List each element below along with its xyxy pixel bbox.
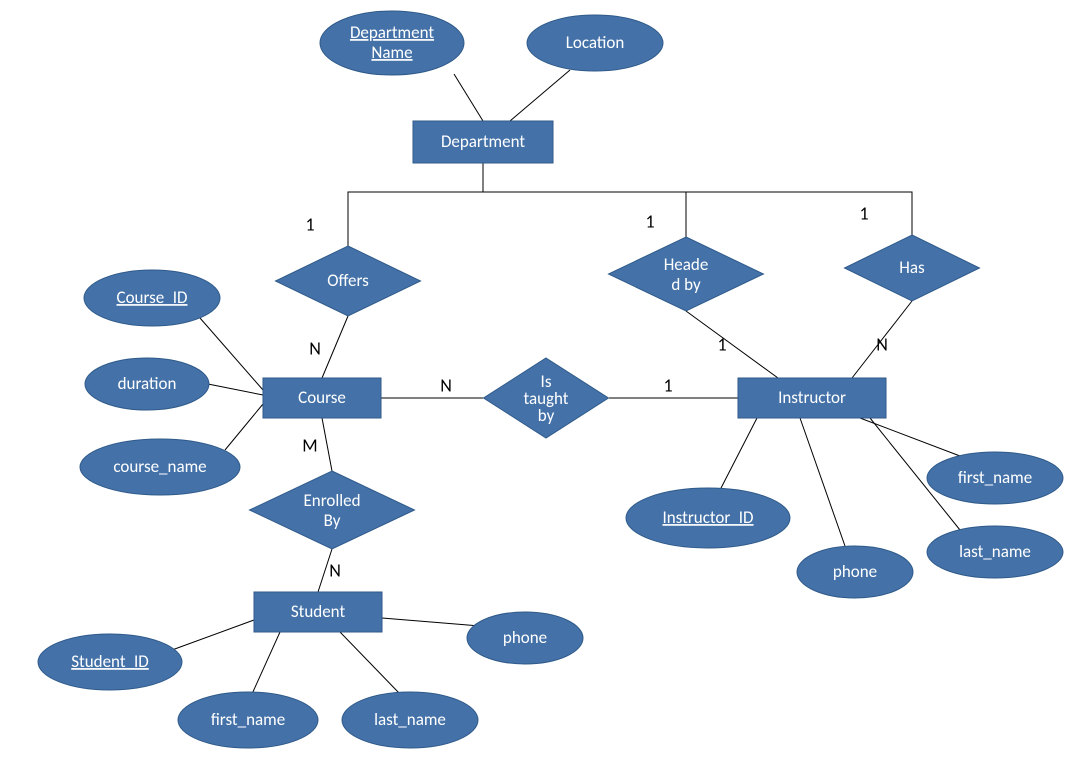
- entity-instructor: Instructor: [738, 378, 886, 418]
- relationship-taught_by: Istaughtby: [484, 358, 609, 438]
- er-diagram: Department Course Instructor Student Offers H…: [0, 0, 1069, 765]
- attribute-stud_phone-label: phone: [503, 627, 547, 648]
- attribute-location-label: Location: [566, 32, 625, 53]
- attribute-stud_first: first_name: [178, 692, 318, 748]
- attribute-student_id: Student_ID: [38, 634, 182, 690]
- svg-text:d by: d by: [671, 274, 701, 295]
- cardinality-6: N: [440, 374, 452, 396]
- entity-department: Department: [413, 121, 553, 163]
- entity-student: Student: [254, 592, 382, 632]
- relationship-enrolled_by: EnrolledBy: [250, 471, 415, 549]
- svg-text:By: By: [324, 510, 341, 531]
- attribute-duration-label: duration: [118, 373, 177, 394]
- svg-text:by: by: [538, 405, 555, 426]
- attribute-course_id-label: Course_ID: [117, 287, 188, 308]
- attribute-course_id: Course_ID: [84, 270, 220, 326]
- attribute-instr_last-label: last_name: [959, 541, 1031, 562]
- attribute-stud_last: last_name: [342, 692, 478, 748]
- attribute-duration: duration: [85, 358, 209, 410]
- attribute-instr_phone-label: phone: [833, 561, 877, 582]
- svg-text:Name: Name: [371, 42, 412, 63]
- cardinality-8: M: [302, 434, 317, 456]
- attribute-stud_phone: phone: [467, 612, 583, 664]
- entity-student-label: Student: [291, 601, 346, 622]
- relationship-headed_by: Headed by: [609, 237, 764, 311]
- attribute-stud_first-label: first_name: [211, 709, 285, 730]
- attribute-instr_first: first_name: [927, 452, 1063, 504]
- attribute-stud_last-label: last_name: [374, 709, 446, 730]
- cardinality-4: 1: [717, 333, 726, 355]
- cardinality-0: 1: [305, 213, 314, 235]
- attribute-dept_name: DepartmentName: [320, 11, 464, 75]
- attribute-course_name: course_name: [80, 439, 240, 495]
- cardinality-2: 1: [859, 202, 868, 224]
- cardinality-9: N: [329, 559, 341, 581]
- attribute-instr_id-label: Instructor_ID: [662, 507, 753, 528]
- entity-course: Course: [263, 378, 381, 418]
- relationship-offers-label: Offers: [327, 270, 369, 291]
- attribute-instr_phone: phone: [797, 546, 913, 598]
- attribute-instr_id: Instructor_ID: [626, 488, 790, 548]
- entity-department-label: Department: [441, 131, 525, 152]
- cardinality-1: 1: [645, 210, 654, 232]
- svg-text:Heade: Heade: [664, 254, 709, 275]
- attribute-location: Location: [527, 15, 663, 71]
- cardinality-7: 1: [663, 374, 672, 396]
- relationship-offers: Offers: [276, 246, 421, 316]
- cardinality-5: N: [876, 333, 888, 355]
- entity-instructor-label: Instructor: [778, 387, 846, 408]
- relationship-has: Has: [845, 235, 980, 301]
- svg-text:Enrolled: Enrolled: [303, 490, 360, 511]
- relationship-has-label: Has: [899, 257, 925, 278]
- attribute-course_name-label: course_name: [113, 456, 206, 477]
- attribute-instr_first-label: first_name: [958, 467, 1032, 488]
- svg-text:Department: Department: [350, 22, 434, 43]
- entity-course-label: Course: [298, 387, 346, 408]
- attribute-student_id-label: Student_ID: [71, 651, 149, 672]
- cardinality-3: N: [309, 337, 321, 359]
- attribute-instr_last: last_name: [927, 526, 1063, 578]
